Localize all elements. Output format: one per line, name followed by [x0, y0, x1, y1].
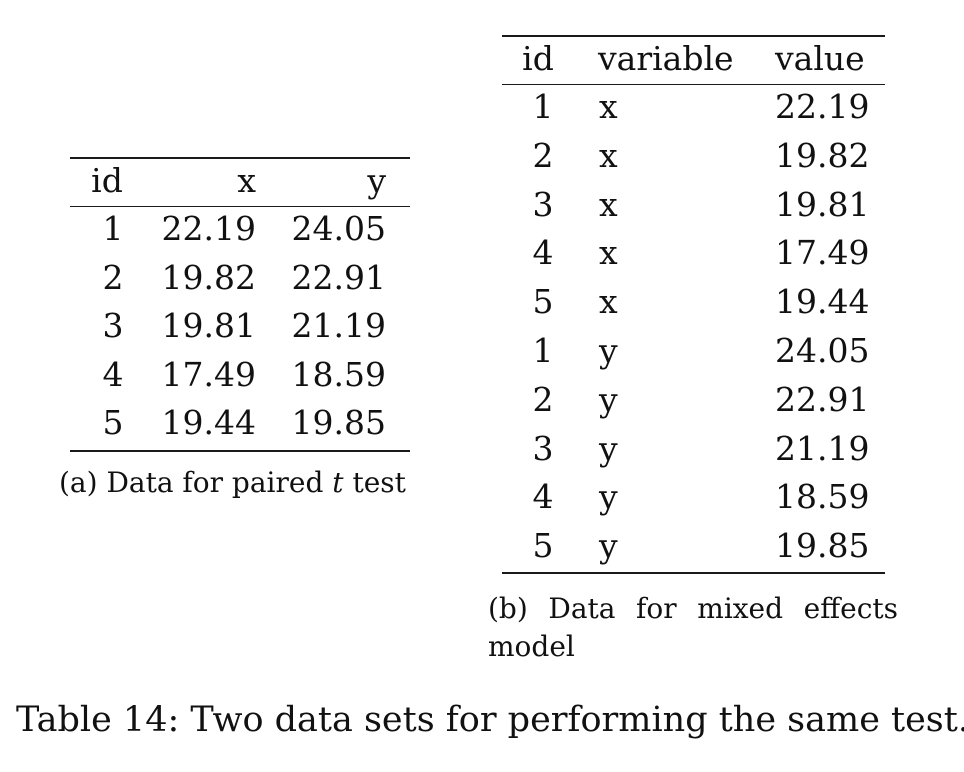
table-b-top-rule	[502, 35, 885, 37]
table-a-cell: 17.49	[161, 354, 256, 394]
table-a-cell: 19.44	[161, 403, 256, 443]
table-b-cell: 1	[532, 331, 554, 370]
table-b-cell: 5	[532, 282, 554, 322]
table-b-cell: 19.85	[775, 526, 870, 566]
table-a-cell: 19.85	[291, 403, 386, 443]
table-b-cell: y	[599, 428, 618, 468]
table-b-cell: 21.19	[775, 428, 870, 468]
table-a-caption-suffix: test	[352, 466, 406, 499]
table-a-cell: 19.82	[161, 257, 256, 297]
table-b-cell: x	[599, 87, 618, 126]
table-b-cell: 17.49	[775, 233, 870, 273]
table-a-cell: 21.19	[291, 306, 386, 346]
table-a-cell: 2	[102, 257, 124, 297]
table-b-cell: x	[599, 135, 618, 175]
table-a-cell: 22.19	[161, 209, 256, 248]
table-a-cell: 19.81	[161, 306, 256, 346]
table-b-cell: 5	[532, 526, 554, 566]
table-b-cell: 22.91	[775, 379, 870, 419]
table-b-cell: 19.81	[775, 184, 870, 224]
table-a-caption-t: t	[332, 466, 344, 499]
table-b-cell: x	[599, 184, 618, 224]
table-a-header-y: y	[367, 161, 386, 200]
table-b-cell: 3	[532, 184, 554, 224]
table-a-top-rule	[70, 157, 410, 159]
table-b-header-value: value	[775, 39, 865, 78]
table-a-header-rule	[70, 206, 410, 207]
table-a-cell: 24.05	[291, 209, 386, 248]
table-b-cell: 1	[532, 87, 554, 126]
table-b-cell: 19.44	[775, 282, 870, 322]
table-b-cell: x	[599, 233, 618, 273]
table-b-cell: y	[599, 331, 618, 370]
table-b-cell: 4	[532, 477, 554, 517]
table-a-cell: 1	[102, 209, 124, 248]
table-a-bottom-rule	[70, 450, 410, 452]
table-a-cell: 18.59	[291, 354, 386, 394]
table-b-cell: 4	[532, 233, 554, 273]
table-b-caption: (b) Data for mixed effects model	[488, 592, 898, 663]
table-b-bottom-rule	[502, 572, 885, 574]
table-b-header-id: id	[522, 39, 554, 78]
table-b-cell: y	[599, 477, 618, 517]
table-a-header-id: id	[91, 161, 123, 200]
main-table-caption: Table 14: Two data sets for performing t…	[16, 700, 964, 740]
table-a-cell: 3	[102, 306, 124, 346]
table-a-caption-prefix: (a) Data for paired	[59, 466, 324, 499]
table-b-header-variable: variable	[598, 39, 734, 78]
table-a-cell: 22.91	[291, 257, 386, 297]
table-b-cell: y	[599, 526, 618, 566]
table-b-cell: x	[599, 282, 618, 322]
table-b-cell: 22.19	[775, 87, 870, 126]
table-b-cell: 19.82	[775, 135, 870, 175]
table-b-cell: 2	[532, 135, 554, 175]
table-a-cell: 5	[102, 403, 124, 443]
table-a-caption: (a) Data for paired t test	[59, 469, 406, 497]
table-a-cell: 4	[102, 354, 124, 394]
table-b-cell: 18.59	[775, 477, 870, 517]
table-b-cell: 2	[532, 379, 554, 419]
table-b-header-rule	[502, 84, 885, 85]
table-b-cell: 24.05	[775, 331, 870, 370]
table-b-cell: 3	[532, 428, 554, 468]
table-b-cell: y	[599, 379, 618, 419]
table-a-header-x: x	[237, 161, 256, 200]
